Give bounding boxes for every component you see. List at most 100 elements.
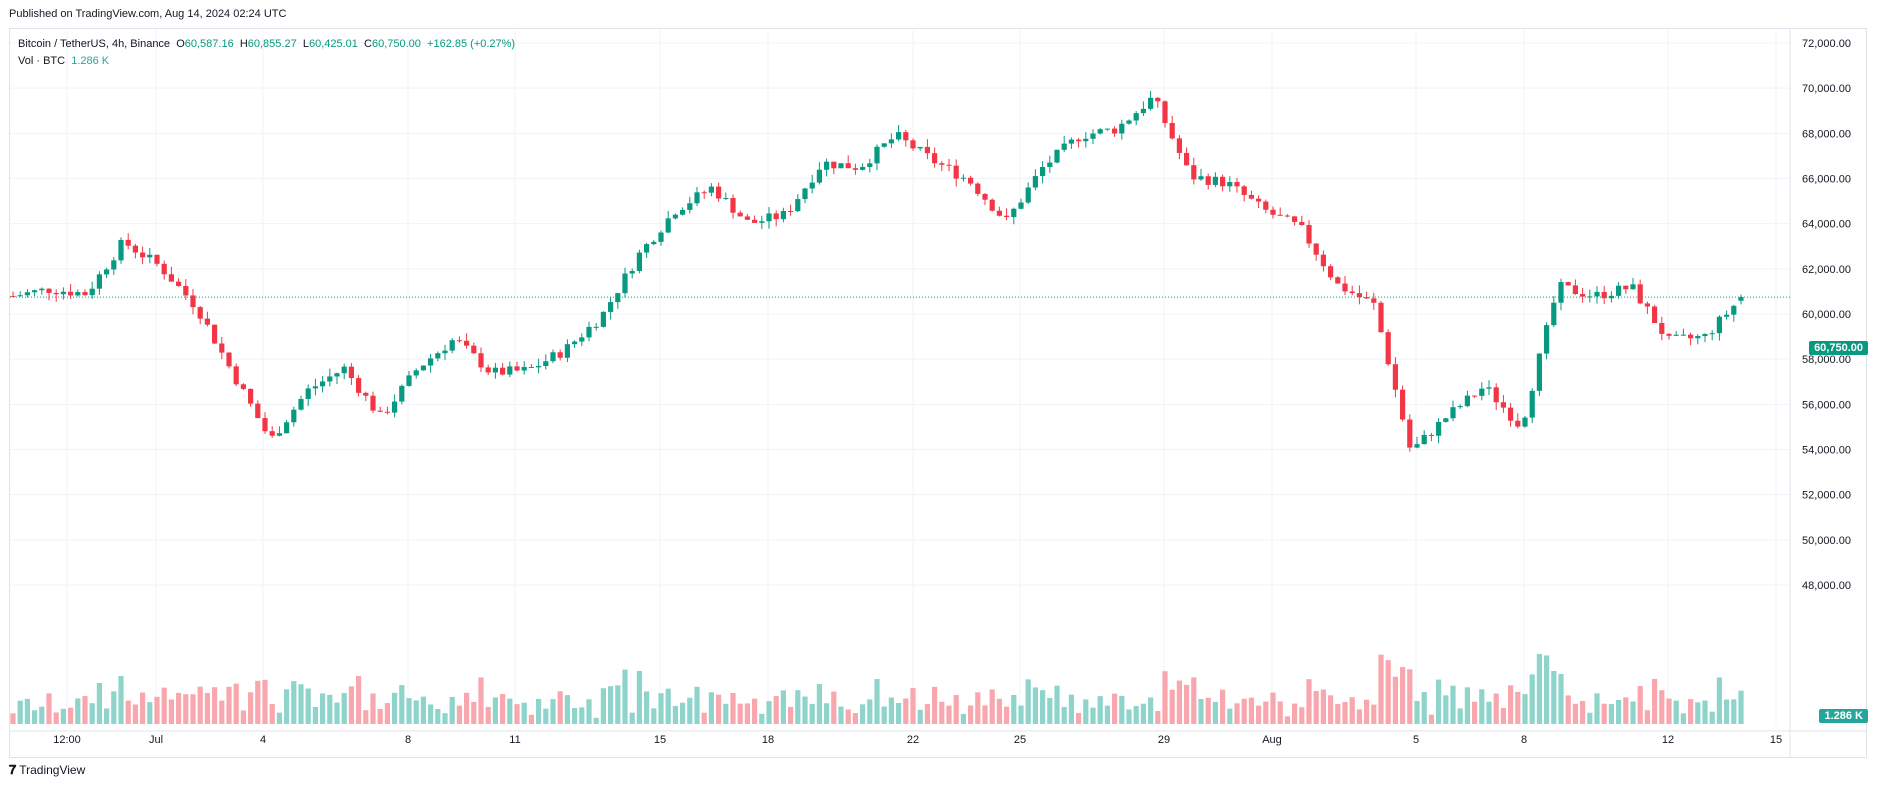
time-tick-label: 15	[654, 734, 666, 746]
candle-body	[867, 163, 873, 167]
volume-bar	[96, 682, 102, 724]
candle-body	[392, 401, 398, 413]
volume-bar	[53, 712, 59, 724]
volume-bar	[730, 692, 736, 724]
price-tick-label: 66,000.00	[1802, 174, 1851, 186]
candle-body	[1349, 291, 1355, 294]
candle-body	[1493, 387, 1499, 403]
candle-body	[586, 326, 592, 338]
volume-label: Vol · BTC	[18, 55, 66, 67]
candle-body	[744, 216, 750, 220]
volume-bar	[39, 706, 45, 724]
candle-body	[1515, 420, 1521, 427]
volume-bar	[341, 693, 347, 724]
volume-bar	[1486, 701, 1492, 724]
volume-bar	[1464, 687, 1470, 724]
candle-body	[377, 410, 383, 412]
candle-body	[1119, 123, 1125, 134]
volume-bar	[320, 693, 326, 724]
candle-body	[1688, 334, 1694, 339]
volume-bar	[118, 675, 124, 724]
candle-body	[413, 370, 419, 376]
candle-body	[507, 366, 513, 375]
volume-bar	[1212, 701, 1218, 724]
candle-body	[1198, 176, 1204, 180]
volume-bar	[989, 689, 995, 724]
candle-body	[1464, 395, 1470, 407]
candle-body	[1479, 388, 1485, 396]
candle-body	[1616, 285, 1622, 296]
volume-bar	[377, 708, 383, 724]
price-tick-label: 68,000.00	[1802, 128, 1851, 140]
price-tick-label: 64,000.00	[1802, 219, 1851, 231]
price-tick-label: 50,000.00	[1802, 535, 1851, 547]
volume-bar	[1587, 712, 1593, 724]
candle-body	[240, 384, 246, 389]
volume-bar	[1608, 704, 1614, 724]
volume-bar	[665, 688, 671, 724]
volume-bar	[608, 686, 614, 724]
candle-body	[932, 153, 938, 164]
candle-body	[1061, 143, 1067, 150]
close-label: C	[364, 38, 372, 50]
candle-body	[730, 197, 736, 213]
volume-bar	[89, 703, 95, 724]
volume-bar	[168, 699, 174, 724]
footer-logo[interactable]: 𝟕 TradingView	[9, 762, 85, 778]
volume-bar	[406, 698, 412, 724]
volume-bar	[586, 699, 592, 724]
candle-body	[1032, 176, 1038, 188]
candle-body	[1716, 316, 1722, 334]
candle-body	[1320, 254, 1326, 267]
candle-body	[1184, 152, 1190, 166]
candle-body	[953, 165, 959, 179]
volume-bar	[147, 702, 153, 724]
time-tick-label: 15	[1770, 734, 1782, 746]
chart-frame[interactable]	[9, 28, 1867, 758]
candle-body	[1277, 214, 1283, 216]
volume-bar	[442, 713, 448, 724]
volume-bar	[1234, 703, 1240, 724]
candle-body	[255, 403, 261, 419]
volume-bar	[1356, 709, 1362, 724]
volume-bar	[557, 691, 563, 724]
volume-bar	[716, 694, 722, 724]
candle-body	[593, 326, 599, 328]
volume-bar	[550, 699, 556, 724]
time-tick-label: 12	[1662, 734, 1674, 746]
volume-bar	[867, 699, 873, 724]
candle-body	[17, 295, 23, 297]
candle-body	[860, 166, 866, 170]
candle-body	[1630, 284, 1636, 290]
volume-bar	[1616, 700, 1622, 724]
candle-body	[838, 163, 844, 169]
candle-body	[708, 186, 714, 193]
candle-body	[1083, 138, 1089, 142]
candle-body	[514, 366, 520, 371]
candle-body	[1709, 333, 1715, 335]
volume-bar	[1349, 697, 1355, 724]
candle-body	[809, 182, 815, 189]
volume-bar	[1493, 693, 1499, 724]
volume-bar	[507, 698, 513, 724]
candle-body	[1601, 291, 1607, 299]
candle-body	[1212, 176, 1218, 185]
volume-bar	[903, 698, 909, 724]
candle-body	[1400, 389, 1406, 420]
candle-body	[910, 140, 916, 149]
candle-body	[716, 186, 722, 199]
candle-body	[485, 367, 491, 373]
volume-bar	[896, 703, 902, 724]
volume-bar	[1695, 702, 1701, 724]
candle-body	[1659, 323, 1665, 334]
volume-bar	[723, 703, 729, 724]
candle-body	[478, 353, 484, 368]
candle-body	[53, 292, 59, 295]
candle-body	[896, 132, 902, 140]
volume-bar	[953, 694, 959, 724]
candle-body	[168, 274, 174, 282]
volume-bar	[269, 704, 275, 724]
volume-bar	[1421, 692, 1427, 724]
candle-body	[608, 302, 614, 312]
